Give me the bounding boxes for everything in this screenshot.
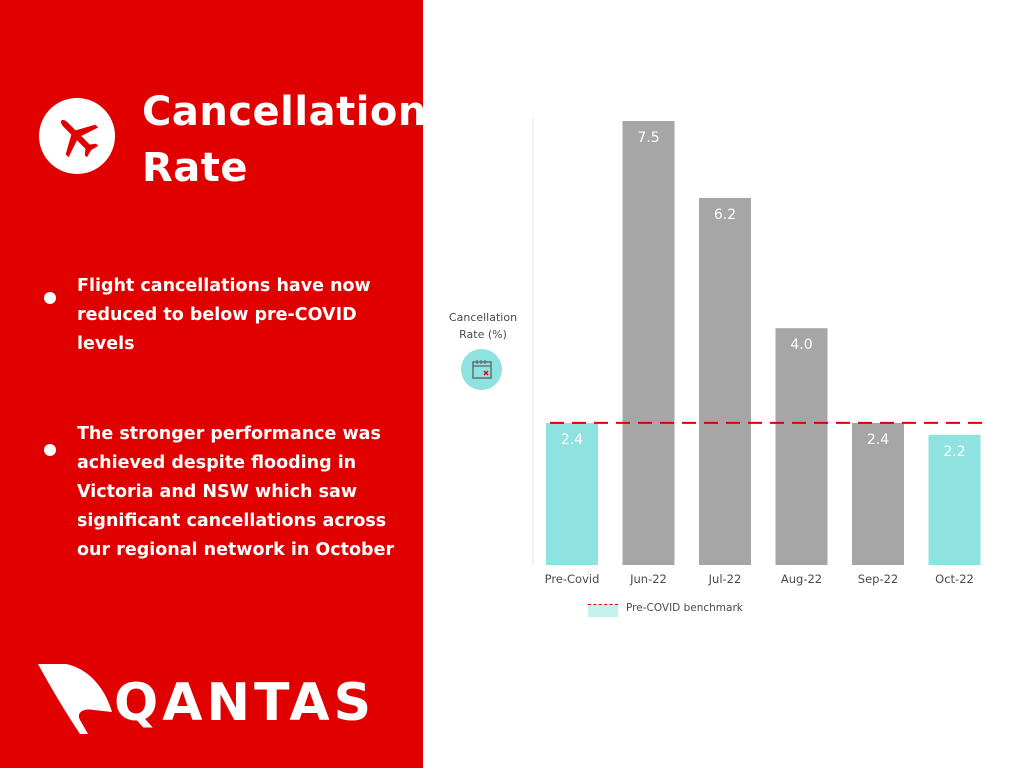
title-line-1: Cancellation xyxy=(142,89,427,135)
data-label: 2.4 xyxy=(867,432,889,448)
legend-benchmark-line xyxy=(588,604,618,605)
data-label: 2.4 xyxy=(561,432,583,448)
x-tick-label: Aug-22 xyxy=(781,572,822,586)
qantas-logo: QANTAS xyxy=(38,664,375,734)
bullet-text: The stronger performance was achieved de… xyxy=(77,424,395,560)
bar xyxy=(622,121,675,565)
data-label: 6.2 xyxy=(714,207,736,223)
plane-badge xyxy=(39,98,115,174)
bar xyxy=(546,422,598,565)
bar xyxy=(775,328,828,565)
data-label: 7.5 xyxy=(637,130,659,146)
bar xyxy=(699,197,751,565)
y-axis-label-line-1: Cancellation xyxy=(448,311,518,324)
y-axis-label-line-2: Rate (%) xyxy=(459,328,507,341)
legend-swatch xyxy=(588,604,618,617)
bar-chart: 2.4 Pre-Covid 7.5 Jun-22 6.2 Jul-22 4.0 Aug-22 2… xyxy=(532,118,987,586)
title-line-2: Rate xyxy=(142,145,249,191)
bar xyxy=(928,434,981,565)
left-panel: Cancellation Rate Flight cancellations h… xyxy=(0,0,427,768)
data-label: 4.0 xyxy=(790,337,812,353)
page-title: Cancellation Rate xyxy=(142,84,427,196)
bullet-dot xyxy=(44,444,56,456)
x-tick-label: Jun-22 xyxy=(629,572,667,586)
airplane-icon xyxy=(60,119,99,158)
x-tick-label: Sep-22 xyxy=(858,572,898,586)
calendar-cancel-icon xyxy=(472,360,492,379)
y-axis-label: Cancellation Rate (%) xyxy=(448,309,518,343)
data-label: 2.2 xyxy=(943,444,965,460)
bullet-text: Flight cancellations have now reduced to… xyxy=(77,276,371,354)
bar xyxy=(852,422,904,565)
bullet-dot xyxy=(44,292,56,304)
logo-wordmark: QANTAS xyxy=(114,673,375,733)
calendar-badge xyxy=(461,349,502,390)
x-tick-label: Jul-22 xyxy=(708,572,742,586)
x-tick-label: Oct-22 xyxy=(935,572,974,586)
legend-label: Pre-COVID benchmark xyxy=(626,602,743,614)
x-tick-label: Pre-Covid xyxy=(545,572,600,586)
